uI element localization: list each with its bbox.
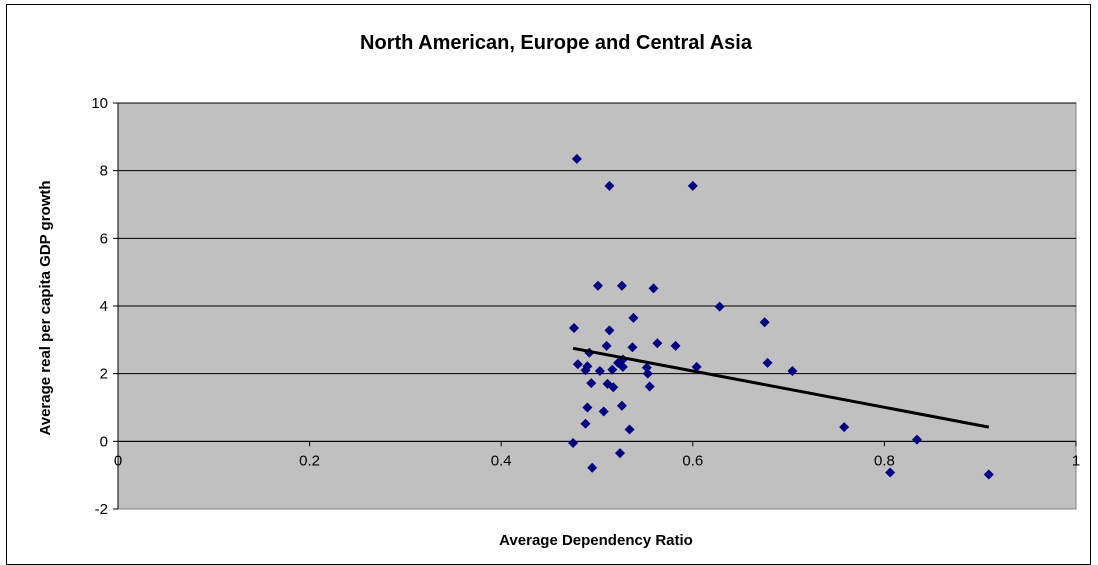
data-point <box>762 357 773 368</box>
data-point <box>644 381 655 392</box>
data-point <box>687 180 698 191</box>
y-tick-labels: -2 0 2 4 6 8 10 <box>91 95 108 518</box>
data-point <box>616 280 627 291</box>
x-axis-title: Average Dependency Ratio <box>499 532 693 549</box>
data-point <box>568 438 579 449</box>
data-point <box>604 180 615 191</box>
x-tick-label: 0.8 <box>874 452 895 469</box>
data-points <box>568 153 994 480</box>
data-point <box>616 400 627 411</box>
y-tick-label: 0 <box>100 433 108 450</box>
y-tick-label: 8 <box>100 163 108 180</box>
trendline <box>572 346 990 429</box>
y-tick-label: 10 <box>91 95 108 112</box>
data-point <box>642 368 653 379</box>
data-point <box>571 153 582 164</box>
data-point <box>691 361 702 372</box>
data-point <box>569 322 580 333</box>
data-point <box>885 467 896 478</box>
data-point <box>604 325 615 336</box>
data-point <box>617 361 628 372</box>
data-point <box>714 301 725 312</box>
y-tick-label: -2 <box>95 501 108 518</box>
data-point <box>759 317 770 328</box>
data-point <box>627 342 638 353</box>
x-tick-label: 0.4 <box>491 452 512 469</box>
data-point <box>582 402 593 413</box>
data-point <box>572 359 583 370</box>
data-point <box>624 424 635 435</box>
data-point <box>614 448 625 459</box>
y-tick-label: 4 <box>100 298 108 315</box>
y-tick-label: 6 <box>100 230 108 247</box>
data-point <box>652 338 663 349</box>
data-point <box>983 469 994 480</box>
data-point <box>586 378 597 389</box>
chart-title: North American, Europe and Central Asia <box>360 32 753 54</box>
data-point <box>580 365 591 376</box>
x-tick-label: 0.2 <box>299 452 320 469</box>
data-point <box>911 434 922 445</box>
x-tick-label: 0 <box>114 452 122 469</box>
data-point <box>839 422 850 433</box>
x-tick-label: 1 <box>1072 452 1080 469</box>
data-point <box>601 340 612 351</box>
x-tick-labels: 0 0.2 0.4 0.6 0.8 1 <box>114 452 1080 469</box>
data-point <box>598 406 609 417</box>
data-point <box>608 382 619 393</box>
data-point <box>787 365 798 376</box>
y-tick-label: 2 <box>100 366 108 383</box>
y-axis-title: Average real per capita GDP growth <box>37 180 54 435</box>
data-point <box>641 362 652 373</box>
data-point <box>592 280 603 291</box>
data-point <box>648 283 659 294</box>
data-point <box>594 365 605 376</box>
data-point <box>607 364 618 375</box>
x-tick-label: 0.6 <box>682 452 703 469</box>
data-point <box>670 340 681 351</box>
data-point <box>580 418 591 429</box>
data-point <box>628 312 639 323</box>
data-point <box>587 462 598 473</box>
